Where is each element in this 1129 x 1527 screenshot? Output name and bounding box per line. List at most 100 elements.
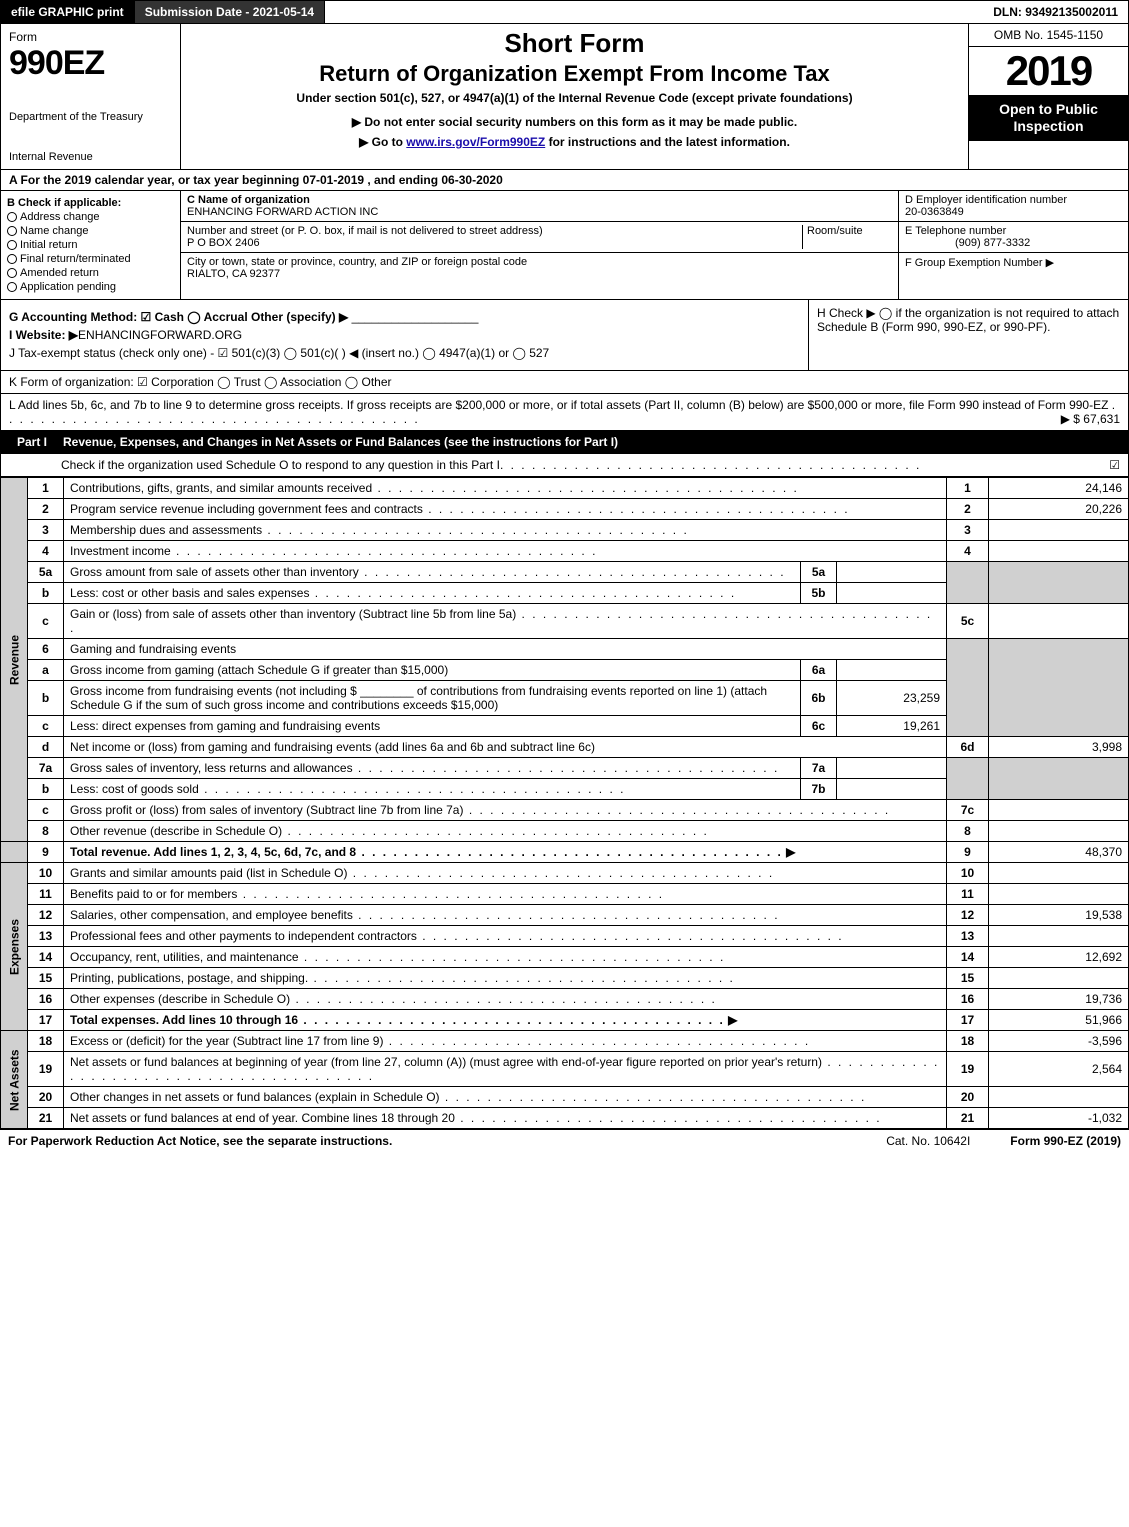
chk-final-return[interactable]: Final return/terminated <box>7 253 174 265</box>
dept-treasury: Department of the Treasury <box>9 111 172 123</box>
r12-ln: 12 <box>28 905 64 926</box>
part1-checkbox[interactable]: ☑ <box>1109 458 1120 472</box>
r12-val: 19,538 <box>989 905 1129 926</box>
line-h: H Check ▶ ◯ if the organization is not r… <box>808 300 1128 370</box>
r6d-desc: Net income or (loss) from gaming and fun… <box>70 740 595 754</box>
chk-application-pending[interactable]: Application pending <box>7 281 174 293</box>
r5a-ln: 5a <box>28 562 64 583</box>
r14-desc: Occupancy, rent, utilities, and maintena… <box>70 950 299 964</box>
header-mid: Short Form Return of Organization Exempt… <box>181 24 968 169</box>
r5b-subval <box>837 583 947 604</box>
r6d-val: 3,998 <box>989 737 1129 758</box>
r6c-ln: c <box>28 716 64 737</box>
r6c-desc: Less: direct expenses from gaming and fu… <box>70 719 380 733</box>
footer-left: For Paperwork Reduction Act Notice, see … <box>8 1134 392 1148</box>
internal-revenue: Internal Revenue <box>9 151 172 163</box>
r7c-desc: Gross profit or (loss) from sales of inv… <box>70 803 463 817</box>
r15-num: 15 <box>947 968 989 989</box>
goto-line: ▶ Go to www.irs.gov/Form990EZ for instru… <box>189 135 960 149</box>
ein-row: D Employer identification number 20-0363… <box>899 191 1128 222</box>
open-to-public: Open to Public Inspection <box>969 95 1128 141</box>
col-b: B Check if applicable: Address change Na… <box>1 191 181 299</box>
city-label: City or town, state or province, country… <box>187 256 527 268</box>
r6a-subval <box>837 660 947 681</box>
r8-desc: Other revenue (describe in Schedule O) <box>70 824 282 838</box>
r18-num: 18 <box>947 1031 989 1052</box>
r10-val <box>989 863 1129 884</box>
line-a: A For the 2019 calendar year, or tax yea… <box>0 170 1129 191</box>
r12-desc: Salaries, other compensation, and employ… <box>70 908 353 922</box>
group-exemption-label: F Group Exemption Number ▶ <box>905 257 1054 269</box>
r13-ln: 13 <box>28 926 64 947</box>
r11-num: 11 <box>947 884 989 905</box>
form-number: 990EZ <box>9 44 172 83</box>
r21-num: 21 <box>947 1108 989 1129</box>
city: RIALTO, CA 92377 <box>187 268 280 280</box>
r3-num: 3 <box>947 520 989 541</box>
r5a-sub: 5a <box>801 562 837 583</box>
chk-address-change[interactable]: Address change <box>7 211 174 223</box>
r4-desc: Investment income <box>70 544 171 558</box>
r20-num: 20 <box>947 1087 989 1108</box>
chk-name-change[interactable]: Name change <box>7 225 174 237</box>
r16-val: 19,736 <box>989 989 1129 1010</box>
short-form-title: Short Form <box>189 28 960 59</box>
r4-val <box>989 541 1129 562</box>
form-word: Form <box>9 30 172 44</box>
efile-print-button[interactable]: efile GRAPHIC print <box>1 1 135 23</box>
group-exemption-row: F Group Exemption Number ▶ <box>899 253 1128 299</box>
part1-title: Revenue, Expenses, and Changes in Net As… <box>63 435 618 449</box>
side-revenue: Revenue <box>1 478 28 842</box>
r9-num: 9 <box>947 842 989 863</box>
part1-num: Part I <box>9 435 55 449</box>
section-bcde: B Check if applicable: Address change Na… <box>0 191 1129 300</box>
r4-ln: 4 <box>28 541 64 562</box>
org-name: ENHANCING FORWARD ACTION INC <box>187 206 378 218</box>
r21-val: -1,032 <box>989 1108 1129 1129</box>
addr-label: Number and street (or P. O. box, if mail… <box>187 225 543 237</box>
r7a-ln: 7a <box>28 758 64 779</box>
r14-val: 12,692 <box>989 947 1129 968</box>
r7a-desc: Gross sales of inventory, less returns a… <box>70 761 353 775</box>
room-suite-label: Room/suite <box>802 225 892 249</box>
org-city-row: City or town, state or province, country… <box>181 253 898 283</box>
r2-val: 20,226 <box>989 499 1129 520</box>
r8-val <box>989 821 1129 842</box>
r7a-sub: 7a <box>801 758 837 779</box>
footer-right: Form 990-EZ (2019) <box>1010 1134 1121 1148</box>
side-net-assets: Net Assets <box>1 1031 28 1129</box>
r6b-subval: 23,259 <box>837 681 947 716</box>
r9-desc: Total revenue. Add lines 1, 2, 3, 4, 5c,… <box>70 845 356 859</box>
r16-desc: Other expenses (describe in Schedule O) <box>70 992 290 1006</box>
r18-ln: 18 <box>28 1031 64 1052</box>
goto-pre: ▶ Go to <box>359 135 406 149</box>
r17-desc: Total expenses. Add lines 10 through 16 <box>70 1013 298 1027</box>
r1-val: 24,146 <box>989 478 1129 499</box>
r13-val <box>989 926 1129 947</box>
line-g: G Accounting Method: ☑ Cash ◯ Accrual Ot… <box>9 310 800 324</box>
line-l: L Add lines 5b, 6c, and 7b to line 9 to … <box>0 394 1129 431</box>
r3-desc: Membership dues and assessments <box>70 523 262 537</box>
submission-date: Submission Date - 2021-05-14 <box>135 1 325 23</box>
r2-desc: Program service revenue including govern… <box>70 502 423 516</box>
omb-number: OMB No. 1545-1150 <box>969 24 1128 47</box>
section-gh: G Accounting Method: ☑ Cash ◯ Accrual Ot… <box>0 300 1129 371</box>
line-i: I Website: ▶ENHANCINGFORWARD.ORG <box>9 328 800 342</box>
r3-ln: 3 <box>28 520 64 541</box>
chk-initial-return[interactable]: Initial return <box>7 239 174 251</box>
col-b-title: B Check if applicable: <box>7 197 174 209</box>
r7b-subval <box>837 779 947 800</box>
chk-amended-return[interactable]: Amended return <box>7 267 174 279</box>
phone: (909) 877-3332 <box>905 237 1030 249</box>
goto-post: for instructions and the latest informat… <box>545 135 790 149</box>
r6b-desc: Gross income from fundraising events (no… <box>70 684 767 712</box>
form-header: Form 990EZ Department of the Treasury In… <box>0 24 1129 170</box>
r21-desc: Net assets or fund balances at end of ye… <box>70 1111 455 1125</box>
phone-row: E Telephone number (909) 877-3332 <box>899 222 1128 253</box>
r6c-sub: 6c <box>801 716 837 737</box>
col-c: C Name of organization ENHANCING FORWARD… <box>181 191 898 299</box>
ein: 20-0363849 <box>905 206 964 218</box>
r10-num: 10 <box>947 863 989 884</box>
r19-num: 19 <box>947 1052 989 1087</box>
irs-link[interactable]: www.irs.gov/Form990EZ <box>406 135 545 149</box>
